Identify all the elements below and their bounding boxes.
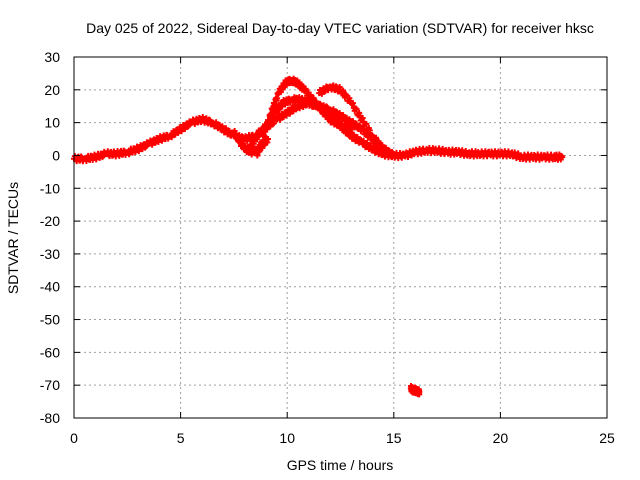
data-point bbox=[271, 101, 278, 108]
y-axis-label: SDTVAR / TECUs bbox=[5, 182, 21, 294]
chart-title: Day 025 of 2022, Sidereal Day-to-day VTE… bbox=[86, 20, 594, 36]
y-tick-label: -10 bbox=[40, 180, 60, 196]
x-tick-label: 5 bbox=[177, 430, 185, 446]
y-tick-label: -70 bbox=[40, 377, 60, 393]
data-point bbox=[266, 118, 273, 125]
plot-frame bbox=[73, 56, 608, 419]
y-tick-label: 10 bbox=[44, 115, 60, 131]
data-point bbox=[366, 127, 373, 134]
y-tick-label: -20 bbox=[40, 213, 60, 229]
data-point bbox=[348, 126, 355, 133]
x-tick-label: 20 bbox=[493, 430, 509, 446]
y-tick-label: 30 bbox=[44, 49, 60, 65]
y-tick-label: -30 bbox=[40, 246, 60, 262]
data-point bbox=[263, 125, 270, 132]
x-tick-label: 10 bbox=[279, 430, 295, 446]
data-point bbox=[559, 154, 566, 161]
x-tick-label: 15 bbox=[386, 430, 402, 446]
data-point bbox=[416, 388, 423, 395]
x-axis-label: GPS time / hours bbox=[287, 457, 394, 473]
y-tick-label: -40 bbox=[40, 279, 60, 295]
y-tick-label: -50 bbox=[40, 312, 60, 328]
x-tick-label: 25 bbox=[599, 430, 615, 446]
y-tick-label: 0 bbox=[52, 147, 60, 163]
data-point bbox=[234, 132, 241, 139]
y-tick-label: -80 bbox=[40, 410, 60, 426]
data-point bbox=[390, 152, 397, 159]
data-point bbox=[353, 106, 360, 113]
data-point bbox=[265, 136, 272, 143]
y-tick-label: -60 bbox=[40, 344, 60, 360]
data-point bbox=[363, 120, 370, 127]
data-points bbox=[71, 75, 566, 398]
ticks: 0 5 10 15 20 25 30 20 10 0 -10 -20 -30 -40 -50 -60 -70 -8… bbox=[40, 49, 615, 446]
x-tick-label: 0 bbox=[70, 430, 78, 446]
y-tick-label: 20 bbox=[44, 82, 60, 98]
